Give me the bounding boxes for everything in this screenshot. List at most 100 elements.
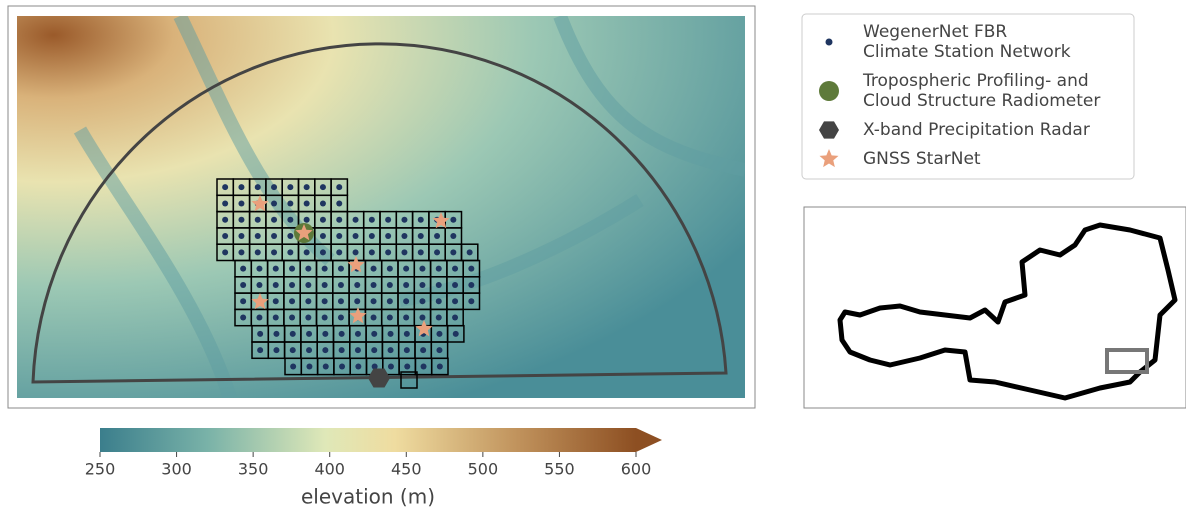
station <box>305 266 311 272</box>
station <box>320 200 326 206</box>
station <box>306 347 312 353</box>
station <box>240 282 246 288</box>
station <box>387 282 393 288</box>
station <box>420 347 426 353</box>
station <box>255 184 261 190</box>
colorbar-tick-label: 500 <box>468 460 499 479</box>
station <box>290 363 296 369</box>
station <box>323 363 329 369</box>
station <box>450 217 456 223</box>
station <box>401 217 407 223</box>
station <box>271 217 277 223</box>
station <box>419 298 425 304</box>
station <box>240 315 246 321</box>
station <box>436 282 442 288</box>
station <box>353 249 359 255</box>
station <box>450 249 456 255</box>
station <box>371 298 377 304</box>
station <box>404 347 410 353</box>
station <box>388 347 394 353</box>
station <box>403 315 409 321</box>
colorbar-tick-label: 600 <box>621 460 652 479</box>
station <box>289 298 295 304</box>
station <box>255 217 261 223</box>
station <box>238 184 244 190</box>
station <box>257 347 263 353</box>
station <box>256 315 262 321</box>
figure: elevation (m) WegenerNet FBRClimate Stat… <box>0 0 1186 512</box>
station <box>222 233 228 239</box>
station <box>436 298 442 304</box>
station <box>273 347 279 353</box>
station <box>369 233 375 239</box>
legend-label: X-band Precipitation Radar <box>863 120 1090 140</box>
station <box>336 217 342 223</box>
colorbar-label: elevation (m) <box>301 485 435 509</box>
station <box>419 282 425 288</box>
station <box>290 347 296 353</box>
station <box>336 200 342 206</box>
station <box>273 282 279 288</box>
station <box>273 331 279 337</box>
station <box>271 233 277 239</box>
station <box>222 249 228 255</box>
station <box>322 266 328 272</box>
station <box>336 233 342 239</box>
station <box>371 315 377 321</box>
station <box>419 266 425 272</box>
station <box>238 249 244 255</box>
colorbar-extend <box>636 428 662 452</box>
inset-frame <box>804 207 1186 408</box>
station <box>322 315 328 321</box>
station <box>388 363 394 369</box>
station <box>240 266 246 272</box>
station <box>287 233 293 239</box>
station <box>273 266 279 272</box>
colorbar-tick-label: 550 <box>544 460 575 479</box>
station <box>387 315 393 321</box>
station <box>287 217 293 223</box>
station <box>255 233 261 239</box>
station <box>418 233 424 239</box>
station <box>436 347 442 353</box>
station <box>271 249 277 255</box>
station <box>287 200 293 206</box>
station <box>339 331 345 337</box>
station <box>371 266 377 272</box>
station <box>354 298 360 304</box>
station <box>401 233 407 239</box>
station <box>452 282 458 288</box>
station <box>353 233 359 239</box>
station <box>320 184 326 190</box>
station <box>305 298 311 304</box>
station <box>306 363 312 369</box>
station <box>385 217 391 223</box>
station <box>257 331 263 337</box>
station <box>222 217 228 223</box>
station <box>322 282 328 288</box>
station <box>304 217 310 223</box>
station <box>271 200 277 206</box>
map <box>17 16 745 398</box>
station <box>355 331 361 337</box>
station <box>255 249 261 255</box>
station <box>437 363 443 369</box>
station <box>289 315 295 321</box>
colorbar-tick-label: 350 <box>238 460 269 479</box>
legend-symbol <box>819 81 839 101</box>
station <box>287 184 293 190</box>
colorbar-tick-label: 400 <box>314 460 345 479</box>
station <box>468 282 474 288</box>
station <box>354 282 360 288</box>
station <box>401 249 407 255</box>
station <box>289 266 295 272</box>
station <box>336 184 342 190</box>
station <box>238 200 244 206</box>
legend-label: Tropospheric Profiling- and <box>862 71 1089 91</box>
station <box>322 331 328 337</box>
station <box>468 266 474 272</box>
station <box>371 331 377 337</box>
legend-symbol <box>826 39 833 46</box>
station <box>387 266 393 272</box>
station <box>369 217 375 223</box>
